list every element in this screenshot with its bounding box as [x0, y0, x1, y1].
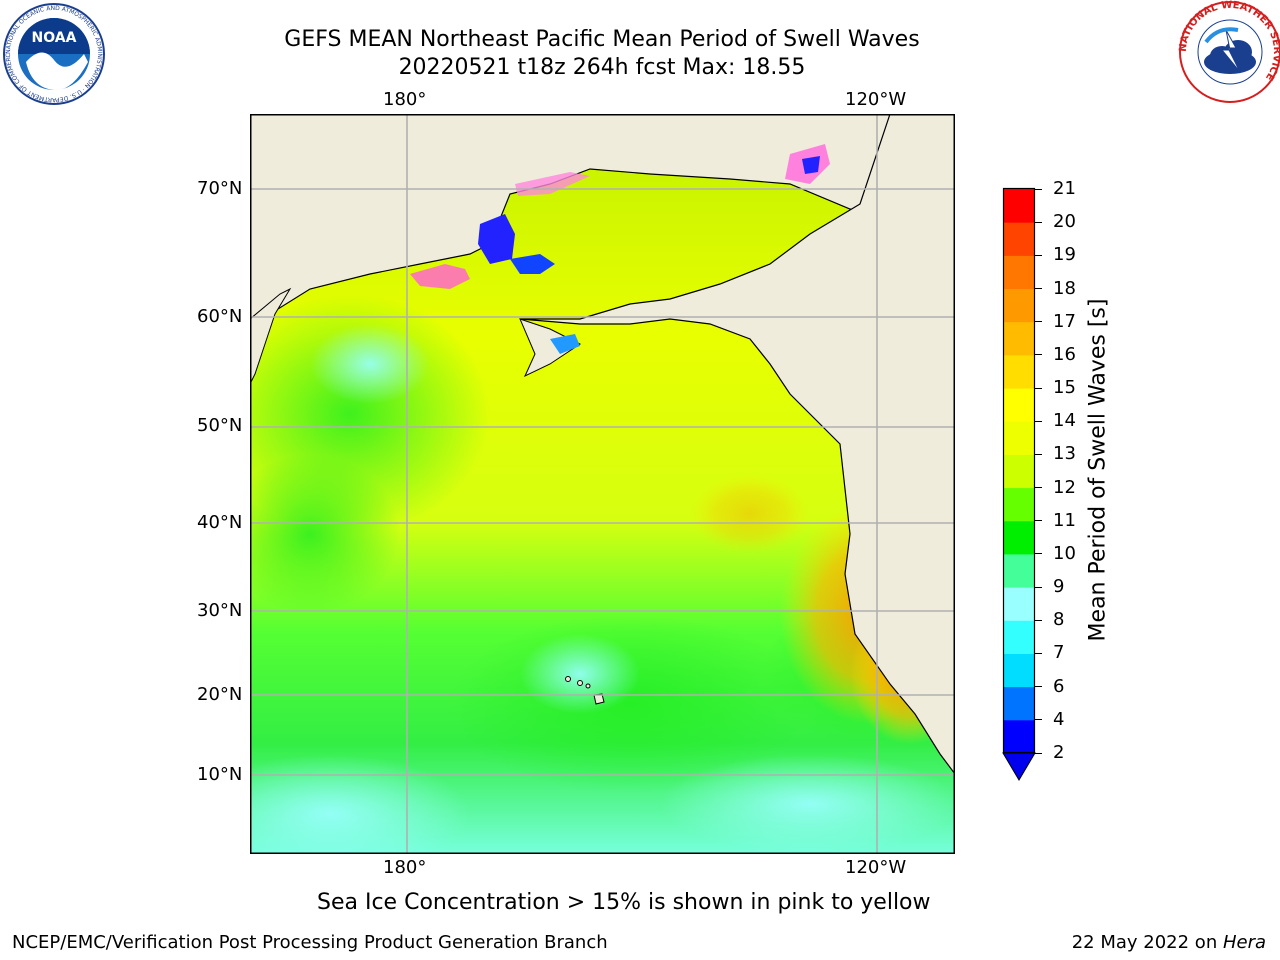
colorbar-tick-label: 14 — [1053, 410, 1076, 432]
footer-date: 22 May 2022 on Hera — [1072, 932, 1266, 953]
lon-label-bottom-120w: 120°W — [845, 857, 907, 878]
colorbar-cell — [1004, 421, 1034, 455]
colorbar-tick-mark — [1035, 321, 1042, 323]
colorbar-cell — [1004, 553, 1034, 588]
colorbar-cell — [1004, 620, 1034, 654]
graticule — [250, 114, 955, 854]
colorbar-cell — [1004, 454, 1034, 489]
colorbar-tick-label: 17 — [1053, 310, 1076, 332]
lon-label-top-120w: 120°W — [845, 89, 907, 110]
lat-label-10n: 10°N — [197, 764, 243, 785]
colorbar-tick-mark — [1035, 652, 1042, 654]
colorbar-tick-mark — [1035, 487, 1042, 489]
colorbar-cell — [1004, 255, 1034, 290]
low-period-patch — [802, 156, 820, 174]
lat-label-40n: 40°N — [197, 512, 243, 533]
ocean-green-region — [250, 454, 400, 614]
colorbar-tick-label: 19 — [1053, 244, 1076, 266]
colorbar-cell — [1004, 222, 1034, 256]
colorbar-tick-mark — [1035, 719, 1042, 721]
colorbar-tick-mark — [1035, 619, 1042, 621]
colorbar-tick-label: 8 — [1053, 609, 1065, 631]
colorbar-label: Mean Period of Swell Waves [s] — [1085, 298, 1111, 642]
colorbar-cell — [1004, 686, 1034, 721]
colorbar-tick-mark — [1035, 221, 1042, 223]
colorbar-cell — [1004, 288, 1034, 323]
colorbar-tick-label: 7 — [1053, 642, 1065, 664]
colorbar-tick-mark — [1035, 387, 1042, 389]
lat-label-20n: 20°N — [197, 684, 243, 705]
footer-date-text: 22 May 2022 on — [1071, 932, 1223, 953]
nws-logo: NATIONAL WEATHER SERVICE — [1178, 0, 1280, 103]
colorbar-tick-mark — [1035, 420, 1042, 422]
colorbar-cell — [1004, 520, 1034, 555]
colorbar-tick-label: 9 — [1053, 576, 1065, 598]
noaa-logo: NATIONAL OCEANIC AND ATMOSPHERIC ADMINIS… — [2, 2, 105, 105]
lat-label-60n: 60°N — [197, 306, 243, 327]
ocean-orange-region — [690, 474, 810, 554]
colorbar-cell — [1004, 354, 1034, 389]
colorbar-cell — [1004, 189, 1034, 223]
ocean-cyan-region — [520, 634, 640, 714]
low-period-patch — [478, 214, 515, 264]
map-panel — [250, 114, 955, 854]
land-north-america — [519, 114, 955, 775]
lat-label-50n: 50°N — [197, 415, 243, 436]
colorbar-frame — [1002, 187, 1036, 754]
colorbar-cell — [1004, 321, 1034, 356]
colorbar-tick-label: 20 — [1053, 211, 1076, 233]
colorbar-tick-label: 15 — [1053, 377, 1076, 399]
colorbar-cell — [1004, 487, 1034, 522]
low-period-patch — [550, 334, 580, 354]
land-alaska-peninsula — [519, 318, 581, 378]
hawaii-islands — [565, 676, 605, 705]
lon-label-bottom-180: 180° — [383, 857, 427, 878]
footer-credit: NCEP/EMC/Verification Post Processing Pr… — [12, 932, 608, 953]
colorbar-tick-label: 12 — [1053, 476, 1076, 498]
map-subtitle: 20220521 t18z 264h fcst Max: 18.55 — [398, 55, 806, 80]
colorbar-tick-label: 11 — [1053, 509, 1076, 531]
ocean-cyan-region — [310, 324, 430, 404]
colorbar-tick-label: 10 — [1053, 542, 1076, 564]
footer-host: Hera — [1222, 932, 1266, 953]
colorbar-tick-label: 21 — [1053, 178, 1076, 199]
ocean-cyan-region — [250, 754, 470, 854]
low-period-patch — [510, 254, 555, 274]
colorbar-tick-label: 16 — [1053, 343, 1076, 365]
colorbar-tick-label: 6 — [1053, 675, 1065, 697]
colorbar-cell — [1004, 653, 1034, 688]
colorbar-tick-mark — [1035, 453, 1042, 455]
colorbar-tick-mark — [1035, 686, 1042, 688]
sea-ice-patch — [410, 264, 470, 289]
map-title: GEFS MEAN Northeast Pacific Mean Period … — [284, 27, 920, 52]
colorbar-tick-label: 4 — [1053, 708, 1065, 730]
colorbar-cell — [1004, 587, 1034, 621]
colorbar-tick-mark — [1035, 354, 1042, 356]
colorbar-tick-label: 2 — [1053, 742, 1065, 763]
lon-label-top-180: 180° — [383, 89, 427, 110]
colorbar-cell — [1004, 719, 1034, 754]
lat-label-70n: 70°N — [197, 178, 243, 199]
colorbar-cell — [1004, 388, 1034, 422]
colorbar-tick-label: 18 — [1053, 277, 1076, 299]
colorbar-tick-mark — [1035, 188, 1042, 190]
colorbar-tick-mark — [1035, 288, 1042, 290]
colorbar-under-triangle — [1002, 752, 1036, 781]
map-frame — [250, 114, 955, 854]
colorbar-tick-mark — [1035, 752, 1042, 754]
colorbar-tick-label: 13 — [1053, 443, 1076, 465]
noaa-logo-text: NOAA — [32, 30, 77, 46]
colorbar-tick-mark — [1035, 586, 1042, 588]
colorbar-tick-mark — [1035, 553, 1042, 555]
colorbar-tick-mark — [1035, 254, 1042, 256]
lat-label-30n: 30°N — [197, 600, 243, 621]
sea-ice-patch — [515, 172, 590, 196]
ocean-cyan-region — [660, 754, 955, 854]
sea-ice-note: Sea Ice Concentration > 15% is shown in … — [317, 890, 931, 915]
colorbar — [1002, 187, 1036, 781]
colorbar-tick-mark — [1035, 520, 1042, 522]
